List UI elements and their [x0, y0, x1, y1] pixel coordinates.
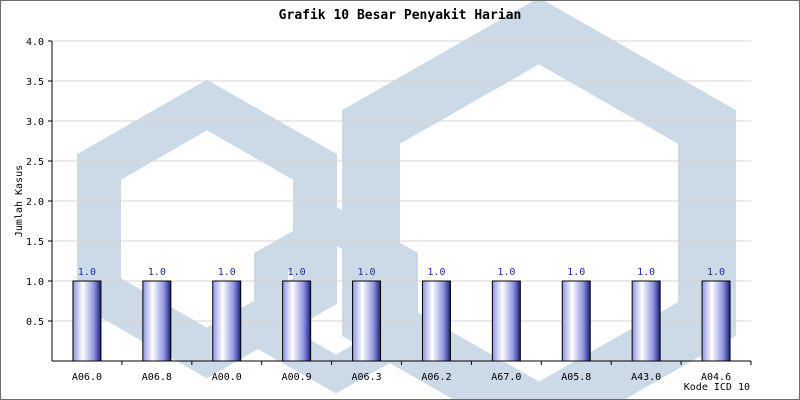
bar — [282, 280, 312, 362]
bar — [352, 280, 382, 362]
category-label: A43.0 — [631, 372, 661, 383]
bar — [491, 280, 521, 362]
bars — [72, 280, 731, 362]
bar — [561, 280, 591, 362]
y-tick-label: 1.0 — [26, 277, 44, 288]
data-label: 1.0 — [497, 267, 515, 278]
y-tick-label: 4.0 — [26, 37, 44, 48]
y-tick-label: 1.5 — [26, 237, 44, 248]
category-label: A04.6 — [701, 372, 731, 383]
y-tick-label: 3.5 — [26, 77, 44, 88]
data-label: 1.0 — [427, 267, 445, 278]
y-tick-label: 2.0 — [26, 197, 44, 208]
category-label: A00.0 — [212, 372, 242, 383]
y-tick-labels: 0.5 1.0 1.5 2.0 2.5 3.0 3.5 4.0 — [26, 37, 44, 328]
category-label: A06.2 — [421, 372, 451, 383]
bar — [72, 280, 102, 362]
y-axis-label: Jumlah Kasus — [14, 165, 25, 237]
category-label: A67.0 — [491, 372, 521, 383]
bar — [212, 280, 242, 362]
watermark-logo — [77, 1, 736, 399]
category-label: A05.8 — [561, 372, 591, 383]
category-label: A00.9 — [282, 372, 312, 383]
data-label: 1.0 — [358, 267, 376, 278]
data-label: 1.0 — [637, 267, 655, 278]
data-label: 1.0 — [148, 267, 166, 278]
y-tick-label: 0.5 — [26, 317, 44, 328]
data-label: 1.0 — [218, 267, 236, 278]
data-labels: 1.0 1.0 1.0 1.0 1.0 1.0 1.0 1.0 1.0 1.0 — [78, 267, 725, 278]
chart-title: Grafik 10 Besar Penyakit Harian — [279, 8, 522, 23]
data-label: 1.0 — [288, 267, 306, 278]
data-label: 1.0 — [567, 267, 585, 278]
bar — [631, 280, 661, 362]
bar — [701, 280, 731, 362]
data-label: 1.0 — [78, 267, 96, 278]
data-label: 1.0 — [707, 267, 725, 278]
bar — [142, 280, 172, 362]
bar — [421, 280, 451, 362]
category-label: A06.8 — [142, 372, 172, 383]
category-label: A06.0 — [72, 372, 102, 383]
y-tick-label: 3.0 — [26, 117, 44, 128]
category-label: A06.3 — [351, 372, 381, 383]
category-labels: A06.0 A06.8 A00.0 A00.9 A06.3 A06.2 A67.0 A05.8… — [72, 372, 731, 383]
y-tick-label: 2.5 — [26, 157, 44, 168]
x-axis-label: Kode ICD 10 — [684, 382, 750, 393]
